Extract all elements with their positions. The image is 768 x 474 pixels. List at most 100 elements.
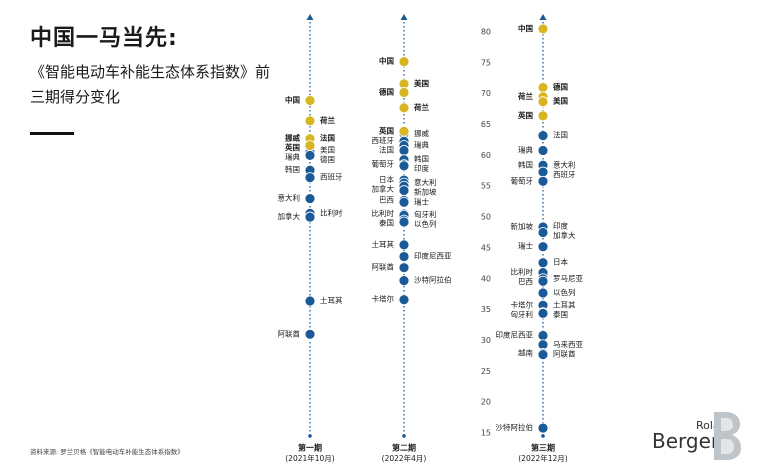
y-tick-label: 75 [481, 58, 491, 67]
period-date: (2022年4月) [382, 453, 427, 463]
country-label: 以色列 [553, 287, 576, 297]
country-label: 印度 [414, 163, 429, 173]
country-label: 意大利 [278, 193, 301, 203]
country-label: 巴西 [518, 277, 533, 286]
country-label: 泰国 [553, 309, 568, 319]
data-point-marker [304, 328, 316, 340]
country-label: 中国 [379, 56, 394, 66]
country-label: 中国 [285, 94, 300, 104]
y-tick-label: 45 [481, 243, 491, 252]
data-point-marker [398, 239, 410, 251]
data-point-marker [398, 160, 410, 172]
y-tick-label: 65 [481, 120, 491, 129]
country-label: 印度尼西亚 [496, 330, 534, 340]
y-tick-label: 35 [481, 305, 491, 314]
country-label: 意大利 [414, 177, 437, 187]
country-label: 卡塔尔 [511, 299, 534, 309]
data-point-marker [537, 145, 549, 156]
data-point-marker [537, 330, 549, 341]
source-note: 资料来源: 罗兰贝格《智能电动车补能生态体系指数》 [30, 448, 184, 456]
axis-end-dot [308, 434, 312, 438]
data-point-marker [304, 193, 316, 204]
country-label: 比利时 [511, 267, 534, 277]
country-label: 西班牙 [320, 172, 343, 182]
data-point-marker [398, 294, 410, 306]
country-label: 法国 [553, 130, 568, 140]
country-label: 荷兰 [517, 91, 533, 101]
country-label: 加拿大 [278, 211, 301, 221]
country-label: 马来西亚 [553, 340, 583, 349]
logo-b-mark [714, 412, 741, 460]
country-label: 法国 [379, 145, 394, 155]
country-label: 挪威 [285, 133, 300, 143]
country-label: 韩国 [518, 159, 533, 169]
y-tick-label: 30 [481, 336, 491, 345]
country-label: 英国 [518, 110, 533, 120]
data-point-marker [398, 275, 410, 287]
country-label: 阿联酋 [372, 262, 395, 272]
country-label: 新加坡 [414, 187, 437, 197]
logo-berger-text: Berger [652, 429, 720, 453]
axis-arrow-icon [539, 14, 547, 20]
country-label: 罗马尼亚 [553, 274, 583, 283]
data-point-marker [398, 262, 410, 274]
country-label: 瑞典 [518, 144, 533, 154]
y-tick-label: 20 [481, 398, 491, 407]
country-label: 新加坡 [511, 221, 534, 231]
country-label: 瑞典 [285, 152, 300, 162]
axis-end-dot [541, 434, 545, 438]
period-name: 第三期 [531, 443, 555, 453]
country-label: 意大利 [553, 159, 576, 169]
y-tick-label: 60 [481, 151, 491, 160]
data-point-marker [537, 349, 549, 361]
country-label: 加拿大 [553, 230, 576, 240]
country-label: 比利时 [320, 207, 343, 217]
axis-arrow-icon [306, 14, 314, 20]
country-label: 以色列 [414, 219, 437, 229]
data-point-marker [398, 251, 410, 262]
title-divider [30, 132, 74, 135]
y-tick-label: 80 [481, 28, 491, 37]
y-tick-label: 70 [481, 89, 491, 98]
country-label: 土耳其 [320, 295, 343, 305]
country-label: 阿联酋 [553, 349, 576, 359]
country-label: 美国 [414, 78, 429, 88]
data-point-marker [537, 422, 549, 434]
country-label: 巴西 [379, 195, 394, 204]
country-label: 中国 [518, 23, 533, 33]
data-point-marker [537, 23, 549, 35]
country-label: 德国 [320, 154, 335, 164]
country-label: 美国 [320, 144, 335, 154]
data-point-marker [304, 149, 316, 161]
period-name: 第一期 [298, 443, 322, 453]
data-point-marker [304, 115, 316, 127]
country-label: 德国 [379, 86, 394, 96]
roland-berger-logo: Roland Berger [646, 412, 746, 462]
country-label: 美国 [553, 96, 568, 106]
y-tick-label: 15 [481, 429, 491, 438]
data-point-marker [398, 185, 410, 196]
data-point-marker [537, 287, 549, 299]
data-point-marker [537, 130, 549, 142]
country-label: 西班牙 [553, 169, 576, 179]
country-label: 土耳其 [553, 299, 576, 309]
data-point-marker [537, 82, 549, 93]
data-point-marker [398, 56, 410, 68]
country-label: 西班牙 [372, 135, 395, 145]
country-label: 匈牙利 [511, 309, 534, 319]
country-label: 沙特阿拉伯 [496, 422, 534, 432]
axis-arrow-icon [400, 14, 408, 20]
data-point-marker [304, 95, 316, 106]
country-label: 瑞典 [414, 140, 429, 150]
data-point-marker [537, 166, 549, 178]
data-point-marker [398, 196, 410, 208]
country-label: 加拿大 [372, 184, 395, 194]
data-point-marker [304, 172, 316, 183]
data-point-marker [398, 102, 410, 114]
country-label: 泰国 [379, 217, 394, 227]
country-label: 德国 [553, 82, 568, 92]
data-point-marker [398, 125, 410, 137]
period-date: (2022年12月) [518, 453, 568, 463]
country-label: 印度尼西亚 [414, 251, 452, 261]
